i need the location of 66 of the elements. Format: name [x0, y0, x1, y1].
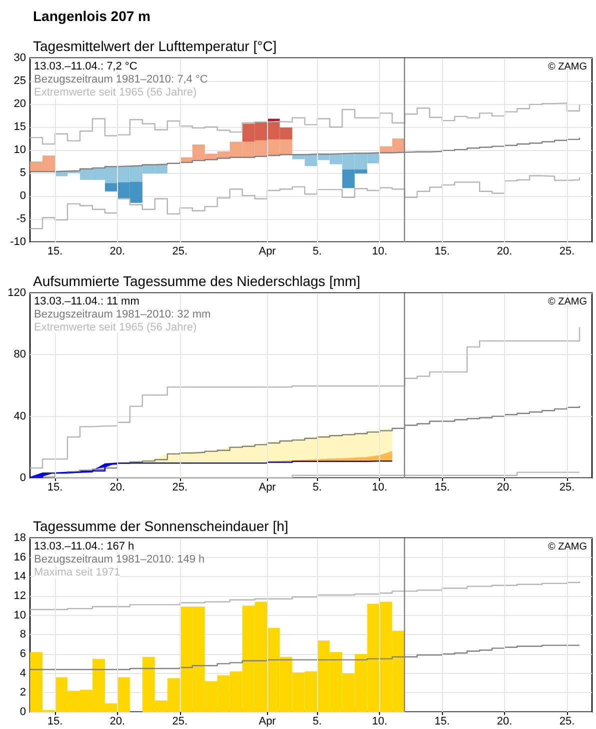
x-tick-label: 15.	[47, 246, 63, 258]
x-tick-label: 25.	[559, 246, 575, 258]
x-tick-label: 20.	[110, 482, 126, 494]
annotation: 13.03.–11.04.: 167 h	[34, 540, 134, 552]
x-tick-label: 20.	[110, 246, 126, 258]
annotation: Bezugszeitraum 1981–2010: 32 mm	[34, 308, 211, 320]
x-tick-label: 15.	[434, 716, 450, 728]
y-tick-label: 30	[14, 52, 26, 64]
x-tick-label: 25.	[559, 482, 575, 494]
y-tick-label: 80	[14, 348, 26, 361]
annotation: Maxima seit 1971	[34, 566, 120, 578]
annotation: © ZAMG	[548, 296, 588, 308]
y-tick-label: 120	[8, 287, 26, 299]
x-tick-label: 20.	[496, 246, 512, 258]
x-tick-label: Apr	[258, 246, 276, 258]
x-tick-label: Apr	[258, 482, 276, 494]
y-tick-label: 0	[20, 472, 26, 484]
annotation: Bezugszeitraum 1981–2010: 149 h	[34, 554, 205, 566]
x-tick-label: 25.	[559, 716, 575, 728]
y-tick-label: 12	[14, 590, 26, 602]
y-tick-label: 5	[20, 167, 26, 179]
annotation: © ZAMG	[548, 62, 588, 72]
x-tick-label: 20.	[496, 716, 512, 728]
annotation: Bezugszeitraum 1981–2010: 7,4 °C	[34, 74, 208, 86]
annotation: © ZAMG	[548, 542, 588, 552]
y-tick-label: -5	[16, 213, 26, 225]
x-tick-label: 10.	[372, 482, 388, 494]
x-tick-label: 20.	[496, 482, 512, 494]
annotation: 13.03.–11.04.: 7,2 °C	[34, 60, 138, 72]
y-tick-label: 8	[20, 628, 26, 641]
x-tick-label: 25.	[172, 482, 188, 494]
x-tick-label: 20.	[110, 716, 126, 728]
x-tick-label: 10.	[372, 246, 388, 258]
y-tick-label: 18	[14, 532, 26, 544]
y-tick-label: 0	[20, 706, 26, 718]
y-tick-label: 20	[14, 98, 26, 110]
x-tick-label: 5.	[312, 482, 322, 494]
y-tick-label: 15	[14, 121, 26, 133]
y-tick-label: 2	[20, 686, 26, 699]
y-tick-label: -10	[10, 236, 26, 248]
chart-title: Langenlois 207 m	[33, 8, 150, 24]
x-tick-label: 15.	[434, 482, 450, 494]
y-tick-label: 16	[14, 551, 26, 564]
y-tick-label: 10	[14, 144, 26, 156]
x-tick-label: 10.	[372, 716, 388, 728]
annotation: Extremwerte seit 1965 (56 Jahre)	[34, 322, 197, 334]
x-tick-label: 15.	[47, 482, 63, 494]
y-tick-label: 40	[14, 410, 26, 422]
chart-title: Tagessumme der Sonnenscheindauer [h]	[33, 518, 288, 534]
x-tick-label: 25.	[172, 246, 188, 258]
y-tick-label: 14	[14, 570, 26, 583]
x-tick-label: 5.	[312, 716, 322, 728]
y-tick-label: 6	[20, 648, 26, 660]
y-tick-label: 10	[14, 609, 26, 622]
y-tick-label: 25	[14, 75, 26, 87]
x-tick-label: 15.	[47, 716, 63, 728]
chart-subtitle: Tagesmittelwert der Lufttemperatur [°C]	[33, 38, 277, 54]
y-tick-label: 4	[20, 667, 26, 680]
x-tick-label: 15.	[434, 246, 450, 258]
x-tick-label: Apr	[258, 716, 276, 728]
x-tick-label: 25.	[172, 716, 188, 728]
chart-title: Aufsummierte Tagessumme des Niederschlags [mm]	[33, 273, 360, 289]
annotation: 13.03.–11.04.: 11 mm	[34, 296, 140, 308]
y-tick-label: 0	[20, 190, 26, 202]
annotation: Extremwerte seit 1965 (56 Jahre)	[34, 86, 197, 98]
x-tick-label: 5.	[312, 246, 322, 258]
